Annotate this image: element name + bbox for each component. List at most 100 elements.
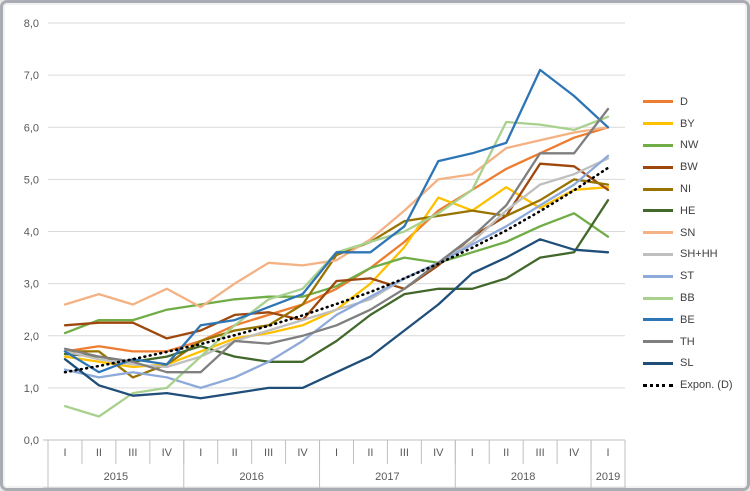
y-axis-label: 2,0 xyxy=(24,331,39,343)
x-axis-quarter-label: IV xyxy=(433,447,444,459)
series-line-BW xyxy=(63,162,610,340)
legend-label: Expon. (D) xyxy=(680,379,733,392)
x-axis-quarter-label: I xyxy=(63,447,66,459)
legend-swatch-SH+HH xyxy=(643,252,673,256)
line-swatch-icon xyxy=(643,143,673,147)
series-line-D xyxy=(63,126,610,353)
x-axis-year-label: 2017 xyxy=(375,471,399,483)
chart-legend: D BY NW BW NI HE SN SH+HH ST BB BE TH SL Expon. (D) xyxy=(643,91,747,396)
legend-item[interactable]: NW xyxy=(643,135,747,157)
legend-label: HE xyxy=(680,204,696,217)
legend-swatch-NI xyxy=(643,187,673,191)
line-chart-plot: 0,01,02,03,04,05,06,07,08,0I II III IV I II II… xyxy=(24,18,626,488)
x-axis-quarter-label: III xyxy=(264,447,273,459)
series-line-SH+HH xyxy=(63,157,610,369)
x-axis-quarter-label: III xyxy=(536,447,545,459)
legend-item[interactable]: TH xyxy=(643,331,747,353)
x-axis-quarter-label: II xyxy=(96,447,102,459)
x-axis-quarter-label: IV xyxy=(162,447,173,459)
legend-swatch-D xyxy=(643,100,673,104)
line-swatch-icon xyxy=(643,231,673,235)
x-axis-quarter-label: I xyxy=(199,447,202,459)
series-line-ExponD xyxy=(63,166,610,374)
line-swatch-icon xyxy=(643,296,673,300)
series-line-SL xyxy=(63,238,610,400)
y-axis-label: 4,0 xyxy=(24,227,39,239)
legend-swatch-BY xyxy=(643,122,673,126)
legend-item[interactable]: Expon. (D) xyxy=(643,374,747,396)
series-line-NI xyxy=(63,178,610,379)
line-swatch-icon xyxy=(643,122,673,126)
series-line-ST xyxy=(63,154,610,390)
y-axis-label: 6,0 xyxy=(24,122,39,134)
x-axis-year-label: 2016 xyxy=(239,471,263,483)
legend-item[interactable]: NI xyxy=(643,178,747,200)
x-axis-quarter-label: II xyxy=(503,447,509,459)
x-axis-quarter-label: I xyxy=(606,447,609,459)
x-axis-year-label: 2015 xyxy=(104,471,128,483)
series-line-SN xyxy=(63,126,610,309)
x-axis-quarter-label: III xyxy=(400,447,409,459)
series-line-NW xyxy=(63,212,610,335)
x-axis-quarter-label: II xyxy=(367,447,373,459)
legend-label: TH xyxy=(680,335,695,348)
legend-item[interactable]: HE xyxy=(643,200,747,222)
legend-item[interactable]: SH+HH xyxy=(643,244,747,266)
y-axis-label: 1,0 xyxy=(24,383,39,395)
y-axis-label: 0,0 xyxy=(24,435,39,447)
legend-swatch-BE xyxy=(643,318,673,322)
line-swatch-icon xyxy=(643,274,673,278)
legend-swatch-HE xyxy=(643,209,673,213)
legend-swatch-SN xyxy=(643,231,673,235)
legend-swatch-BW xyxy=(643,165,673,169)
line-swatch-icon xyxy=(643,209,673,213)
legend-item[interactable]: SL xyxy=(643,353,747,375)
legend-swatch-SL xyxy=(643,361,673,365)
x-axis-quarter-label: IV xyxy=(569,447,580,459)
y-axis-label: 5,0 xyxy=(24,174,39,186)
series-line-HE xyxy=(63,199,610,363)
y-axis-label: 7,0 xyxy=(24,70,39,82)
legend-item[interactable]: D xyxy=(643,91,747,113)
x-axis-quarter-label: I xyxy=(471,447,474,459)
dotted-line-icon xyxy=(643,383,673,387)
x-axis-year-label: 2018 xyxy=(511,471,535,483)
legend-label: NI xyxy=(680,183,691,196)
line-swatch-icon xyxy=(643,340,673,344)
legend-label: D xyxy=(680,95,688,108)
legend-item[interactable]: SN xyxy=(643,222,747,244)
legend-label: BY xyxy=(680,117,695,130)
legend-swatch-ST xyxy=(643,274,673,278)
legend-item[interactable]: BE xyxy=(643,309,747,331)
legend-label: BW xyxy=(680,161,698,174)
series-line-BE xyxy=(63,68,610,374)
line-swatch-icon xyxy=(643,318,673,322)
legend-swatch-ExponD xyxy=(643,383,673,387)
legend-item[interactable]: BY xyxy=(643,113,747,135)
line-swatch-icon xyxy=(643,252,673,256)
legend-label: NW xyxy=(680,139,699,152)
x-axis-quarter-label: II xyxy=(232,447,238,459)
legend-swatch-BB xyxy=(643,296,673,300)
legend-swatch-TH xyxy=(643,340,673,344)
line-swatch-icon xyxy=(643,361,673,365)
legend-item[interactable]: BW xyxy=(643,156,747,178)
legend-item[interactable]: BB xyxy=(643,287,747,309)
legend-label: SH+HH xyxy=(680,248,718,261)
legend-label: BE xyxy=(680,313,695,326)
series-line-TH xyxy=(63,107,610,374)
legend-item[interactable]: ST xyxy=(643,265,747,287)
legend-label: BB xyxy=(680,292,695,305)
x-axis-quarter-label: IV xyxy=(297,447,308,459)
x-axis-quarter-label: I xyxy=(335,447,338,459)
y-axis-label: 3,0 xyxy=(24,279,39,291)
legend-swatch-NW xyxy=(643,143,673,147)
legend-label: SL xyxy=(680,357,694,370)
line-swatch-icon xyxy=(643,187,673,191)
legend-label: SN xyxy=(680,226,696,239)
line-swatch-icon xyxy=(643,100,673,104)
x-axis-year-label: 2019 xyxy=(596,471,620,483)
line-swatch-icon xyxy=(643,165,673,169)
y-axis-label: 8,0 xyxy=(24,18,39,30)
